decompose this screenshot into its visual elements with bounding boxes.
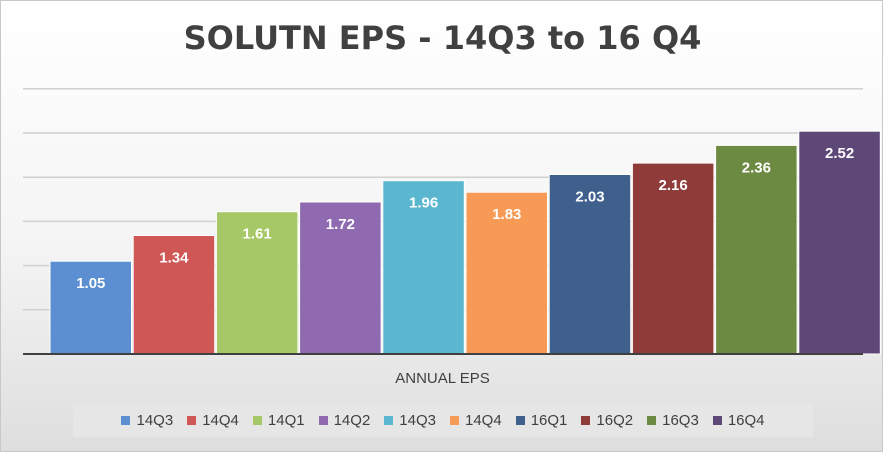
legend-swatch (384, 415, 394, 425)
legend-label: 16Q1 (530, 411, 568, 429)
legend-swatch (121, 415, 131, 425)
data-label-8: 2.36 (742, 159, 771, 176)
bar-0 (49, 260, 132, 355)
data-label-5: 1.83 (492, 206, 521, 223)
legend-item-8: 16Q3 (647, 412, 699, 429)
chart-title: SOLUTN EPS - 14Q3 to 16 Q4 (183, 19, 702, 57)
bar-7 (631, 162, 715, 355)
bar-9 (798, 130, 881, 355)
data-label-3: 1.72 (326, 216, 355, 233)
bar-5 (465, 191, 548, 355)
bar-6 (548, 174, 632, 355)
data-label-1: 1.34 (159, 250, 189, 267)
legend-item-5: 14Q4 (450, 412, 502, 429)
legend-label: 14Q3 (136, 411, 174, 429)
legend-swatch (647, 415, 657, 425)
legend-swatch (581, 415, 591, 425)
legend-label: 14Q4 (202, 411, 239, 429)
bar-8 (715, 144, 798, 355)
legend-label: 16Q4 (727, 411, 765, 429)
legend-swatch (450, 415, 459, 425)
legend-swatch (187, 415, 197, 425)
data-label-0: 1.05 (76, 275, 105, 292)
legend-item-0: 14Q3 (121, 412, 173, 429)
legend-item-2: 14Q1 (252, 411, 305, 429)
data-label-9: 2.52 (825, 145, 854, 162)
legend-item-1: 14Q4 (187, 412, 239, 429)
data-label-2: 1.61 (242, 226, 271, 243)
legend-label: 16Q2 (596, 411, 634, 429)
legend-item-3: 14Q2 (318, 411, 371, 429)
legend-label: 14Q4 (465, 411, 502, 429)
legend-swatch (318, 415, 328, 425)
data-label-4: 1.96 (409, 195, 438, 212)
data-label-6: 2.03 (575, 189, 604, 206)
plot-area: 1.05 1.34 1.61 1.72 1.96 1.83 2.03 2.16 2.36 2.52 (23, 88, 881, 355)
legend-swatch (712, 415, 722, 425)
legend-swatch (515, 415, 525, 425)
legend-item-7: 16Q2 (581, 412, 633, 429)
legend-label: 14Q1 (267, 411, 305, 429)
legend: 14Q3 14Q4 14Q1 14Q2 14Q3 14Q4 16Q1 16Q2 16Q3 16Q4 (73, 403, 813, 437)
legend-label: 14Q2 (333, 411, 371, 429)
x-axis-label: ANNUAL EPS (395, 370, 490, 387)
legend-item-6: 16Q1 (515, 411, 568, 429)
legend-swatch (252, 415, 262, 425)
legend-item-4: 14Q3 (384, 412, 436, 429)
legend-label: 16Q3 (662, 411, 699, 429)
data-label-7: 2.16 (658, 177, 687, 194)
legend-item-9: 16Q4 (712, 411, 765, 429)
legend-label: 14Q3 (399, 411, 436, 429)
